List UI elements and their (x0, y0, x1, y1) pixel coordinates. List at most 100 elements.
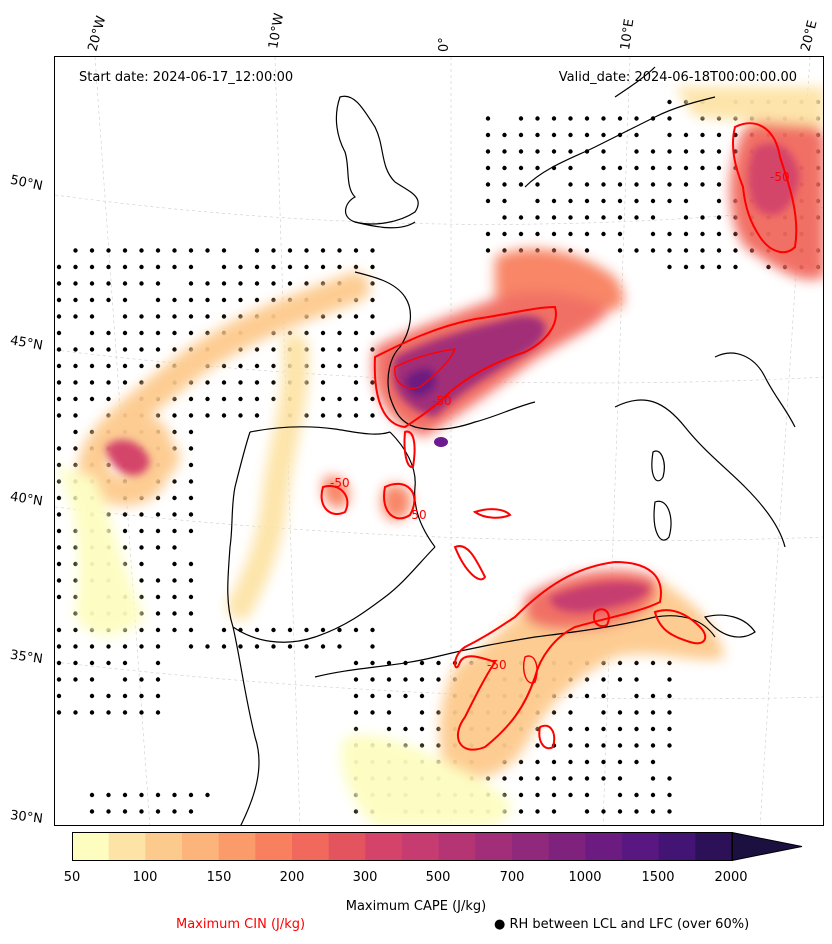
rh-dot (403, 693, 408, 699)
rh-dot (172, 248, 177, 253)
rh-dot (89, 693, 95, 699)
rh-dot (683, 231, 689, 237)
rh-dot (617, 231, 623, 237)
rh-dot (56, 512, 62, 517)
rh-dot (485, 248, 491, 253)
rh-dot (89, 297, 95, 303)
rh-dot (353, 380, 359, 385)
rh-dot (419, 726, 425, 732)
rh-dot (568, 215, 573, 220)
rh-dot (188, 627, 194, 633)
rh-dot (254, 297, 260, 303)
rh-dot (172, 512, 177, 517)
rh-dot (403, 677, 408, 682)
rh-dot (172, 330, 177, 336)
rh-dot (535, 182, 540, 187)
rh-dot (568, 759, 573, 765)
rh-dot (716, 132, 722, 138)
rh-dot (205, 644, 210, 649)
rh-dot (139, 627, 144, 633)
rh-dot (139, 809, 144, 814)
rh-dot (320, 380, 326, 385)
rh-dot (667, 809, 672, 814)
rh-dot (106, 297, 111, 303)
rh-dot (254, 413, 260, 418)
rh-dot (353, 330, 359, 336)
rh-dot (617, 198, 623, 204)
rh-dot (551, 809, 557, 814)
rh-dot (716, 264, 722, 270)
rh-dot (370, 314, 375, 319)
rh-dot (205, 297, 210, 303)
rh-dot (485, 231, 491, 237)
rh-dot (56, 330, 62, 336)
rh-dot (73, 644, 78, 649)
rh-dot (155, 792, 161, 798)
rh-dot (634, 149, 639, 154)
rh-dot (766, 264, 771, 270)
colorbar-swatch (475, 832, 513, 861)
rh-dot (73, 627, 78, 633)
rh-dot (584, 116, 590, 121)
rh-dot (205, 281, 210, 286)
rh-dot (188, 281, 194, 286)
rh-dot (667, 792, 672, 798)
cin-contours (320, 122, 798, 751)
rh-dot (73, 396, 78, 402)
rh-dot (89, 710, 95, 715)
rh-dot (370, 380, 375, 385)
rh-dot (155, 545, 161, 550)
rh-dot (370, 281, 375, 286)
colorbar-swatch (182, 832, 220, 861)
rh-dot (188, 495, 194, 501)
rh-dot (172, 578, 177, 583)
rh-dot (535, 776, 540, 781)
rh-dot (139, 347, 144, 352)
rh-dot (122, 660, 128, 666)
rh-dot (155, 528, 161, 534)
rh-dot (419, 660, 425, 666)
rh-dot (73, 297, 78, 303)
rh-dot (667, 264, 672, 270)
rh-dot (353, 809, 359, 814)
rh-dot (172, 396, 177, 402)
rh-dot (271, 380, 276, 385)
rh-dot (436, 677, 441, 682)
rh-dot (238, 380, 243, 385)
rh-dot (221, 396, 227, 402)
rh-dot (188, 297, 194, 303)
rh-dot (337, 396, 342, 402)
rh-dot (205, 413, 210, 418)
rh-dot (122, 248, 128, 253)
rh-dot (73, 545, 78, 550)
rh-dot (601, 726, 606, 732)
rh-dot (667, 776, 672, 781)
rh-dot (419, 743, 425, 748)
rh-dot (56, 413, 62, 418)
rh-dot (205, 792, 210, 798)
rh-dot (353, 693, 359, 699)
cape-colorbar (72, 832, 803, 862)
rh-dot (584, 726, 590, 732)
rh-dot (122, 677, 128, 682)
rh-dot (238, 644, 243, 649)
rh-dot (353, 248, 359, 253)
rh-dot (304, 644, 309, 649)
rh-dot (716, 165, 722, 171)
rh-dot (271, 644, 276, 649)
rh-dot (502, 165, 507, 171)
rh-dot (601, 182, 606, 187)
rh-dot (667, 99, 672, 105)
rh-dot (155, 297, 161, 303)
lat-label-30n: 30°N (9, 808, 44, 827)
rh-dot (353, 726, 359, 732)
rh-dot (386, 677, 392, 682)
rh-dot (634, 248, 639, 253)
rh-dot (650, 660, 656, 666)
rh-dot (617, 726, 623, 732)
rh-dot (535, 792, 540, 798)
colorbar-extend-triangle (731, 832, 803, 862)
rh-dot (353, 396, 359, 402)
colorbar-swatch (255, 832, 293, 861)
colorbar-tick-label: 150 (206, 870, 232, 885)
